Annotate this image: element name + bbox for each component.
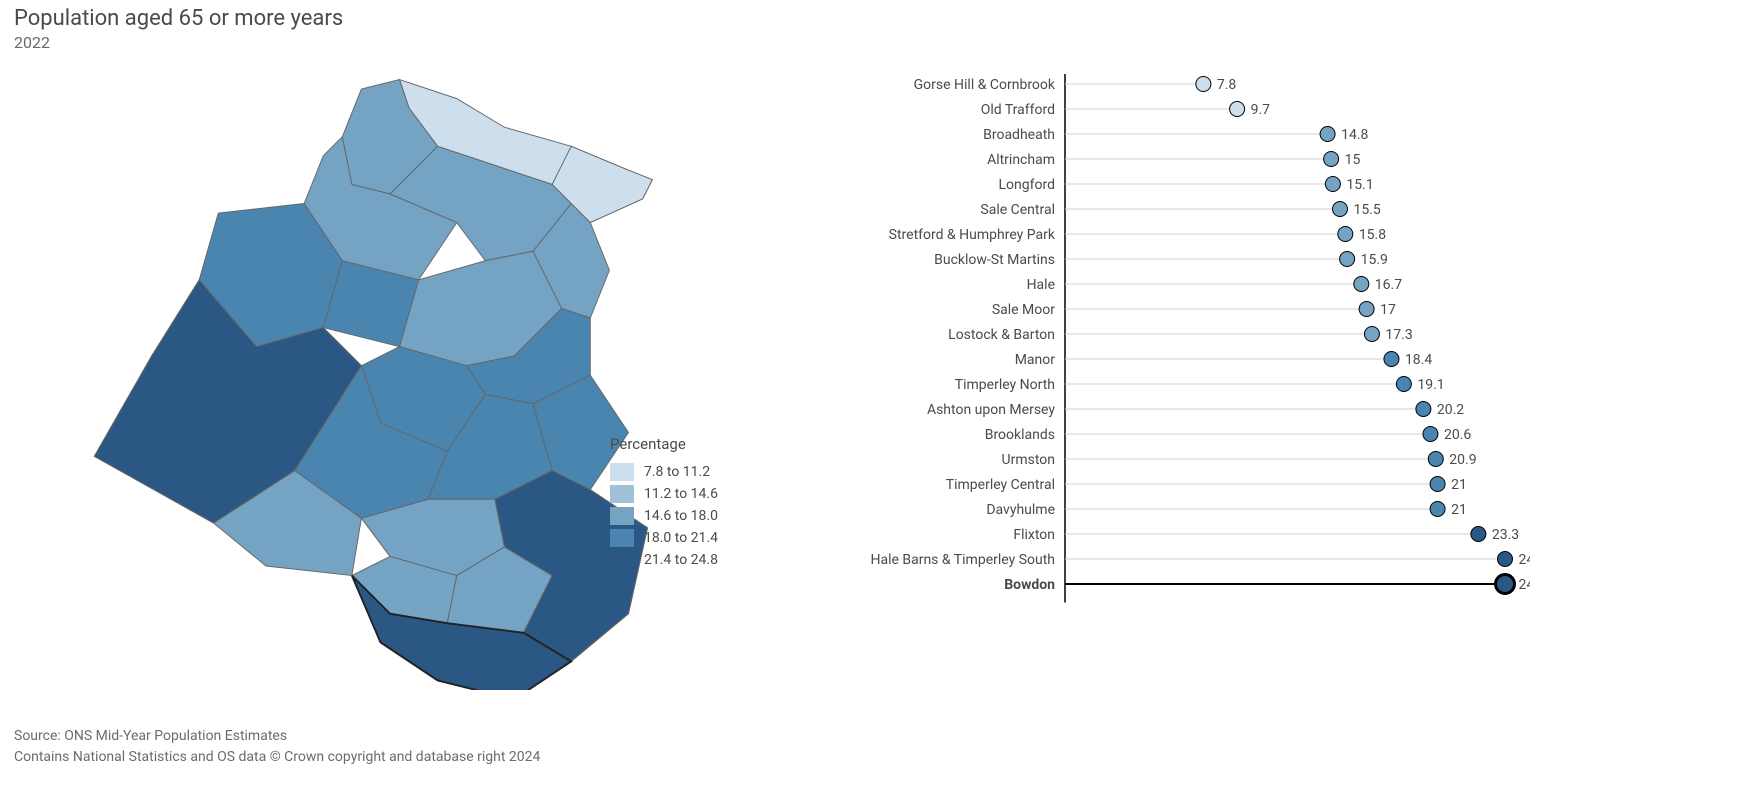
lollipop-dot[interactable] bbox=[1354, 277, 1369, 292]
lollipop-value: 17.3 bbox=[1385, 327, 1412, 343]
lollipop-dot[interactable] bbox=[1359, 302, 1374, 317]
lollipop-value: 24.8 bbox=[1519, 552, 1531, 568]
lollipop-value: 24.8 bbox=[1519, 577, 1531, 593]
lollipop-value: 15.8 bbox=[1359, 227, 1386, 243]
lollipop-value: 21 bbox=[1451, 502, 1467, 518]
lollipop-label: Davyhulme bbox=[986, 502, 1055, 518]
lollipop-value: 7.8 bbox=[1217, 77, 1237, 93]
lollipop-dot[interactable] bbox=[1320, 127, 1335, 142]
lollipop-dot[interactable] bbox=[1230, 102, 1245, 117]
lollipop-value: 20.6 bbox=[1444, 427, 1471, 443]
lollipop-label: Flixton bbox=[1013, 527, 1055, 543]
lollipop-label: Manor bbox=[1015, 352, 1056, 368]
lollipop-value: 15.5 bbox=[1354, 202, 1381, 218]
lollipop-value: 15.9 bbox=[1361, 252, 1388, 268]
lollipop-label: Hale Barns & Timperley South bbox=[870, 552, 1055, 568]
lollipop-dot[interactable] bbox=[1416, 402, 1431, 417]
legend-swatch bbox=[610, 463, 634, 481]
lollipop-label: Ashton upon Mersey bbox=[927, 402, 1055, 418]
lollipop-value: 15 bbox=[1345, 152, 1361, 168]
lollipop-label: Sale Moor bbox=[992, 302, 1055, 318]
lollipop-dot[interactable] bbox=[1333, 202, 1348, 217]
lollipop-label: Broadheath bbox=[983, 127, 1055, 143]
lollipop-label: Timperley Central bbox=[946, 477, 1055, 493]
lollipop-dot[interactable] bbox=[1196, 77, 1211, 92]
legend-label: 11.2 to 14.6 bbox=[644, 486, 718, 502]
lollipop-label: Old Trafford bbox=[981, 102, 1055, 118]
lollipop-value: 14.8 bbox=[1341, 127, 1368, 143]
lollipop-label: Urmston bbox=[1002, 452, 1055, 468]
lollipop-dot[interactable] bbox=[1396, 377, 1411, 392]
footer: Source: ONS Mid-Year Population Estimate… bbox=[14, 726, 540, 768]
legend-swatch bbox=[610, 485, 634, 503]
legend-label: 7.8 to 11.2 bbox=[644, 464, 710, 480]
lollipop-dot[interactable] bbox=[1430, 502, 1445, 517]
lollipop-chart: Gorse Hill & Cornbrook 7.8 Old Trafford 9.7… bbox=[870, 70, 1530, 630]
lollipop-dot[interactable] bbox=[1430, 477, 1445, 492]
legend-row: 21.4 to 24.8 bbox=[610, 549, 718, 571]
lollipop-value: 18.4 bbox=[1405, 352, 1432, 368]
legend-row: 11.2 to 14.6 bbox=[610, 483, 718, 505]
lollipop-value: 9.7 bbox=[1251, 102, 1271, 118]
lollipop-label: Altrincham bbox=[987, 152, 1055, 168]
lollipop-dot[interactable] bbox=[1496, 575, 1515, 594]
lollipop-label: Sale Central bbox=[980, 202, 1055, 218]
legend-row: 18.0 to 21.4 bbox=[610, 527, 718, 549]
legend-swatch bbox=[610, 551, 634, 569]
lollipop-dot[interactable] bbox=[1428, 452, 1443, 467]
lollipop-value: 21 bbox=[1451, 477, 1467, 493]
legend-row: 14.6 to 18.0 bbox=[610, 505, 718, 527]
lollipop-value: 19.1 bbox=[1417, 377, 1444, 393]
lollipop-label: Bowdon bbox=[1004, 577, 1055, 593]
lollipop-value: 23.3 bbox=[1492, 527, 1519, 543]
lollipop-dot[interactable] bbox=[1338, 227, 1353, 242]
footer-copyright: Contains National Statistics and OS data… bbox=[14, 747, 540, 768]
legend-swatch bbox=[610, 507, 634, 525]
lollipop-value: 15.1 bbox=[1346, 177, 1373, 193]
lollipop-dot[interactable] bbox=[1384, 352, 1399, 367]
lollipop-value: 16.7 bbox=[1375, 277, 1402, 293]
lollipop-dot[interactable] bbox=[1364, 327, 1379, 342]
lollipop-label: Hale bbox=[1027, 277, 1055, 293]
lollipop-dot[interactable] bbox=[1340, 252, 1355, 267]
legend-title: Percentage bbox=[610, 435, 718, 453]
header: Population aged 65 or more years 2022 bbox=[14, 6, 343, 52]
footer-source: Source: ONS Mid-Year Population Estimate… bbox=[14, 726, 540, 747]
lollipop-dot[interactable] bbox=[1324, 152, 1339, 167]
legend-row: 7.8 to 11.2 bbox=[610, 461, 718, 483]
lollipop-value: 17 bbox=[1380, 302, 1396, 318]
lollipop-value: 20.2 bbox=[1437, 402, 1464, 418]
lollipop-label: Timperley North bbox=[955, 377, 1055, 393]
lollipop-label: Stretford & Humphrey Park bbox=[889, 227, 1056, 243]
lollipop-dot[interactable] bbox=[1498, 552, 1513, 567]
page-title: Population aged 65 or more years bbox=[14, 6, 343, 31]
lollipop-dot[interactable] bbox=[1423, 427, 1438, 442]
choropleth-map bbox=[40, 70, 740, 690]
lollipop-label: Lostock & Barton bbox=[948, 327, 1055, 343]
legend-label: 14.6 to 18.0 bbox=[644, 508, 718, 524]
page-subtitle: 2022 bbox=[14, 33, 343, 52]
legend-swatch bbox=[610, 529, 634, 547]
lollipop-label: Gorse Hill & Cornbrook bbox=[914, 77, 1056, 93]
legend-label: 21.4 to 24.8 bbox=[644, 552, 718, 568]
lollipop-label: Brooklands bbox=[985, 427, 1055, 443]
legend: Percentage 7.8 to 11.2 11.2 to 14.6 14.6 t… bbox=[610, 435, 718, 571]
lollipop-label: Longford bbox=[999, 177, 1055, 193]
lollipop-value: 20.9 bbox=[1449, 452, 1476, 468]
legend-label: 18.0 to 21.4 bbox=[644, 530, 718, 546]
lollipop-label: Bucklow-St Martins bbox=[934, 252, 1055, 268]
lollipop-dot[interactable] bbox=[1471, 527, 1486, 542]
lollipop-dot[interactable] bbox=[1325, 177, 1340, 192]
